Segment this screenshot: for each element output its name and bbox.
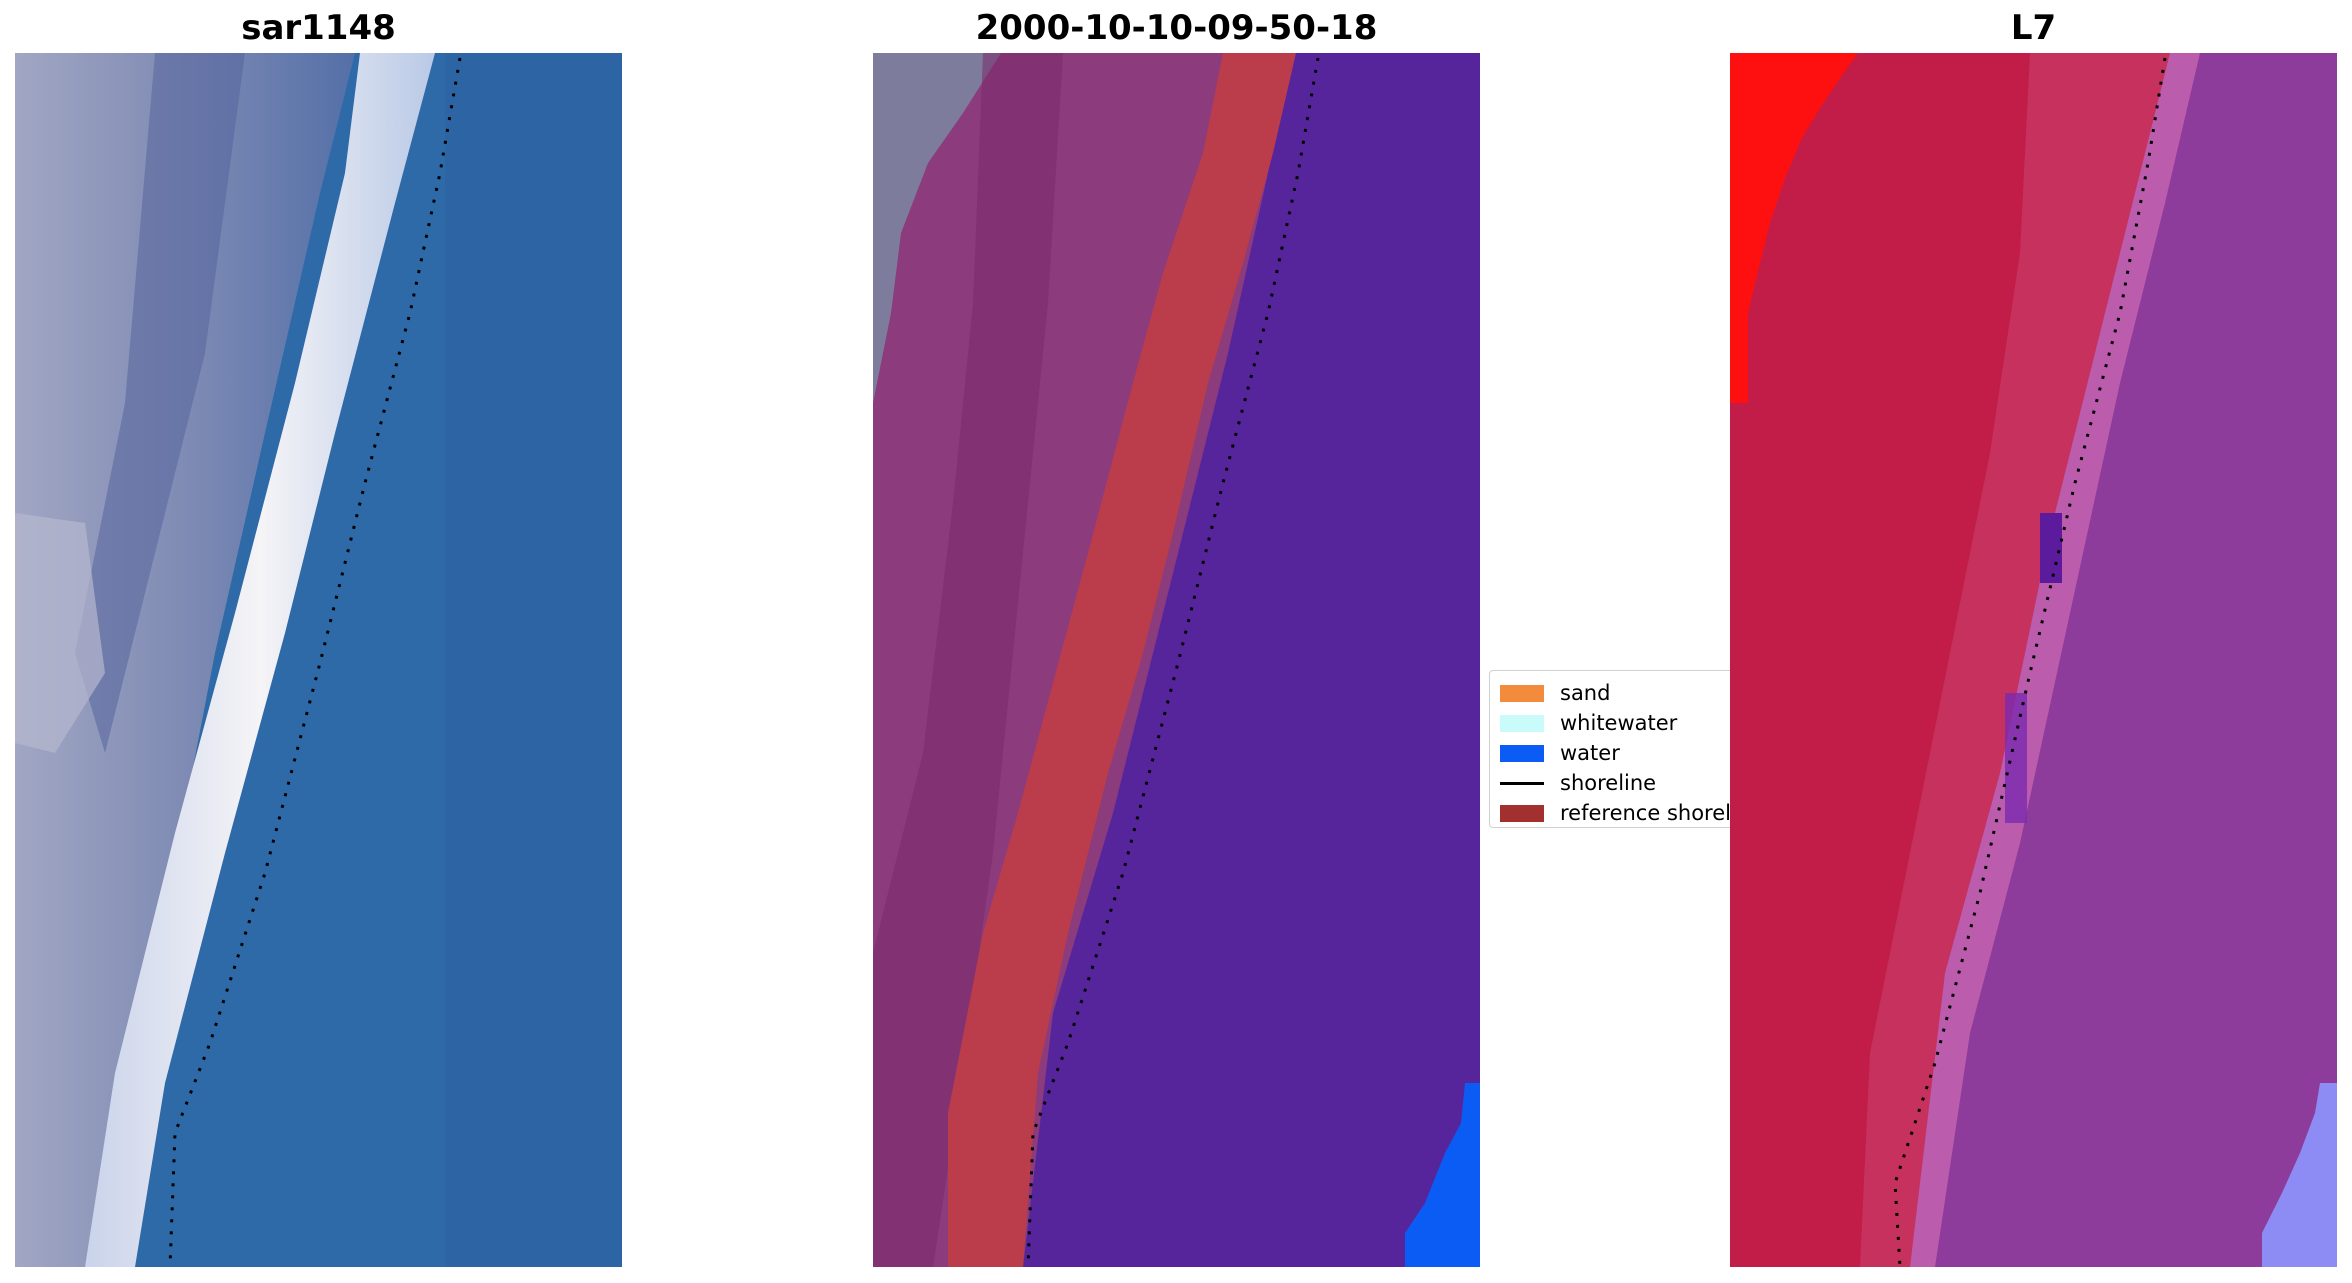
l7-land-area: [1730, 53, 2170, 1267]
class-shoreline: [1026, 57, 1320, 1267]
panel-title-classification: 2000-10-10-09-50-18: [975, 8, 1378, 48]
legend-item-reference-shoreline: reference shoreline: [1500, 799, 1734, 827]
l7-dark-patch-1: [2040, 513, 2062, 583]
sar-bright-land-patch: [15, 513, 105, 753]
class-gray-land: [873, 53, 1001, 403]
l7-surf-transition: [1910, 53, 2200, 1267]
legend-swatch-sand: [1500, 684, 1544, 702]
l7-image: [1730, 53, 2337, 1267]
legend-swatch-whitewater: [1500, 714, 1544, 732]
sar-shoreline: [168, 57, 462, 1267]
legend-item-water: water: [1500, 739, 1620, 767]
legend-label-shoreline: shoreline: [1560, 771, 1657, 795]
l7-shore-band: [1860, 53, 2170, 1267]
sar-land-shadow: [75, 53, 245, 753]
l7-hot-area: [1730, 53, 1858, 403]
sar-rgb-image: [15, 53, 622, 1267]
legend-item-whitewater: whitewater: [1500, 709, 1677, 737]
legend: sand whitewater water shoreline referenc…: [1489, 670, 1735, 828]
legend-label-water: water: [1560, 741, 1620, 765]
sar-land-area: [15, 53, 355, 1267]
class-dark-land-band: [873, 53, 1063, 1267]
legend-item-shoreline: shoreline: [1500, 769, 1656, 797]
sar-whitewater-strip: [85, 53, 435, 1267]
class-reference-band: [948, 53, 1296, 1267]
panel-title-l7: L7: [2010, 8, 2057, 48]
legend-label-reference-shoreline: reference shoreline: [1560, 801, 1734, 825]
legend-swatch-shoreline: [1500, 781, 1544, 785]
legend-item-sand: sand: [1500, 679, 1610, 707]
classification-image: [873, 53, 1480, 1267]
l7-dark-patch-2: [2005, 693, 2027, 823]
l7-shoreline: [1893, 57, 2167, 1267]
legend-label-sand: sand: [1560, 681, 1611, 705]
legend-swatch-reference-shoreline: [1500, 804, 1544, 822]
legend-label-whitewater: whitewater: [1560, 711, 1678, 735]
class-water-edge: [1405, 1083, 1480, 1267]
l7-water-edge: [2262, 1083, 2337, 1267]
panel-title-sar: sar1148: [241, 8, 396, 48]
sar-deep-water: [445, 53, 622, 1267]
legend-swatch-water: [1500, 744, 1544, 762]
